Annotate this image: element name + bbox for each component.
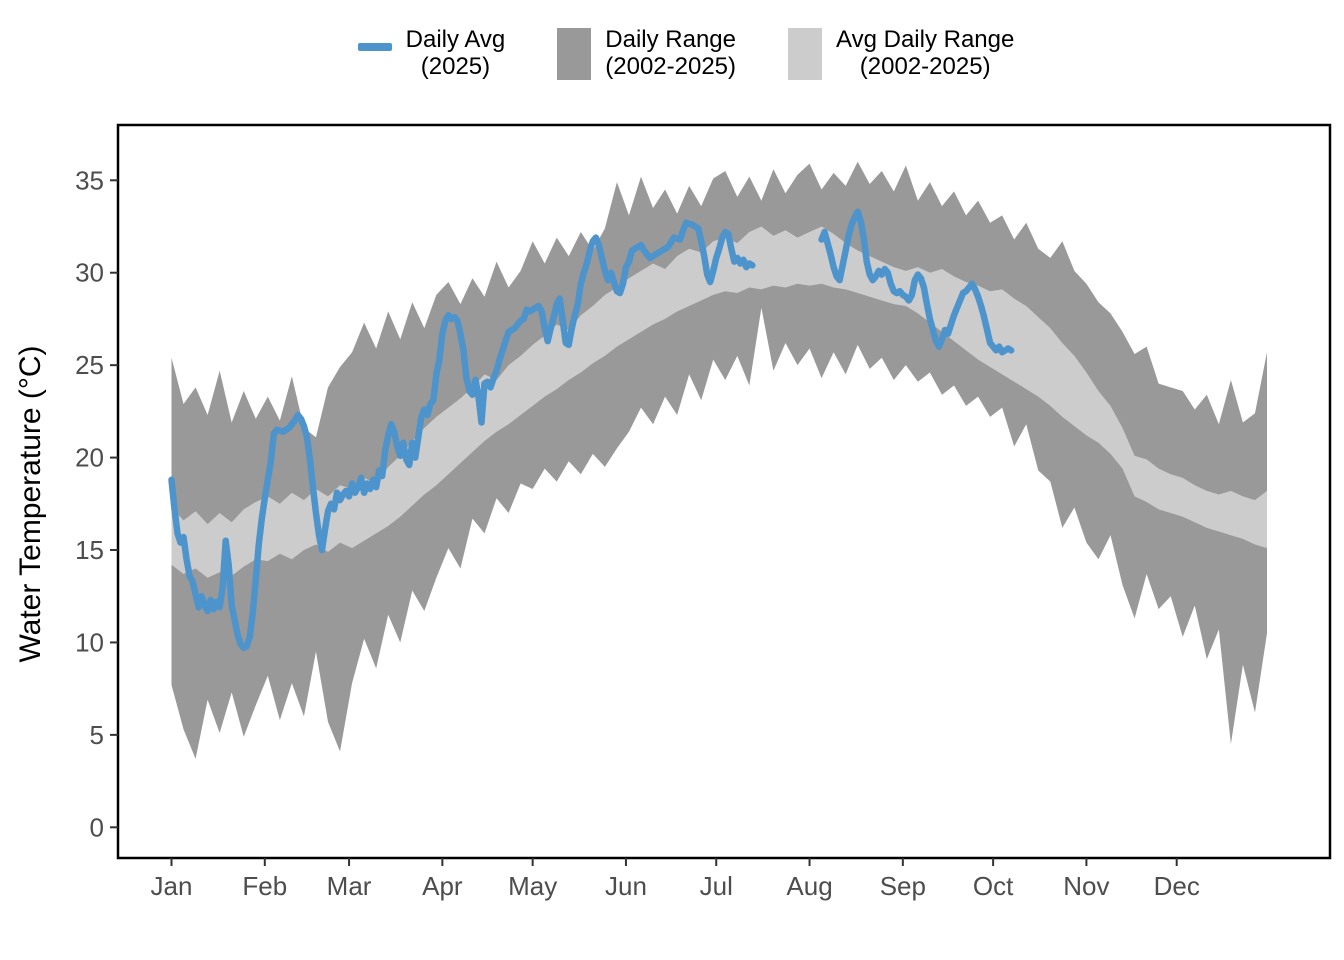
- x-tick-label: Mar: [327, 871, 372, 901]
- x-tick-label: Feb: [242, 871, 287, 901]
- y-tick-label: 15: [75, 535, 104, 565]
- y-tick-label: 5: [90, 720, 104, 750]
- legend-label-daily-range-line2: (2002-2025): [605, 53, 737, 80]
- avg-daily-range-band: [171, 226, 1267, 578]
- legend-label-daily-range-line1: Daily Range: [605, 26, 736, 53]
- y-tick-label: 25: [75, 350, 104, 380]
- legend-label-avg-daily-range-line1: Avg Daily Range: [836, 26, 1015, 53]
- y-tick-label: 20: [75, 443, 104, 473]
- x-tick-label: Oct: [973, 871, 1014, 901]
- y-tick-label: 30: [75, 258, 104, 288]
- chart-legend: Daily Avg (2025) Daily Range (2002-2025)…: [14, 26, 1344, 80]
- x-tick-label: Apr: [422, 871, 463, 901]
- y-tick-label: 10: [75, 627, 104, 657]
- avg-daily-range-swatch: [788, 28, 823, 80]
- y-tick-label: 0: [90, 812, 104, 842]
- legend-label-daily-avg-line2: (2025): [420, 53, 491, 80]
- x-tick-label: Sep: [880, 871, 926, 901]
- x-tick-label: May: [508, 871, 557, 901]
- legend-label-daily-avg-line1: Daily Avg: [405, 26, 506, 53]
- y-axis-title: Water Temperature (°C): [14, 345, 47, 662]
- x-tick-label: Jul: [700, 871, 733, 901]
- x-tick-label: Nov: [1063, 871, 1109, 901]
- daily-range-swatch: [557, 28, 592, 80]
- legend-item-avg-daily-range: Avg Daily Range (2002-2025): [788, 26, 1014, 80]
- daily-avg-line-swatch: [357, 43, 392, 51]
- legend-item-daily-avg: Daily Avg (2025): [357, 26, 506, 80]
- legend-item-daily-range: Daily Range (2002-2025): [557, 26, 736, 80]
- legend-label-avg-daily-range-line2: (2002-2025): [859, 53, 991, 80]
- y-tick-label: 35: [75, 165, 104, 195]
- x-tick-label: Dec: [1154, 871, 1200, 901]
- daily-avg-line-segment-2: [818, 208, 1015, 356]
- x-tick-label: Jan: [151, 871, 193, 901]
- x-tick-label: Jun: [605, 871, 647, 901]
- x-tick-label: Aug: [786, 871, 832, 901]
- panel-border: [116, 123, 1332, 860]
- plot-area: 0 5 10 15 20 25 30 35 Jan Feb Mar Apr May Jun Jul Aug Se…: [75, 123, 1332, 901]
- daily-avg-line-segment-1: [168, 219, 756, 652]
